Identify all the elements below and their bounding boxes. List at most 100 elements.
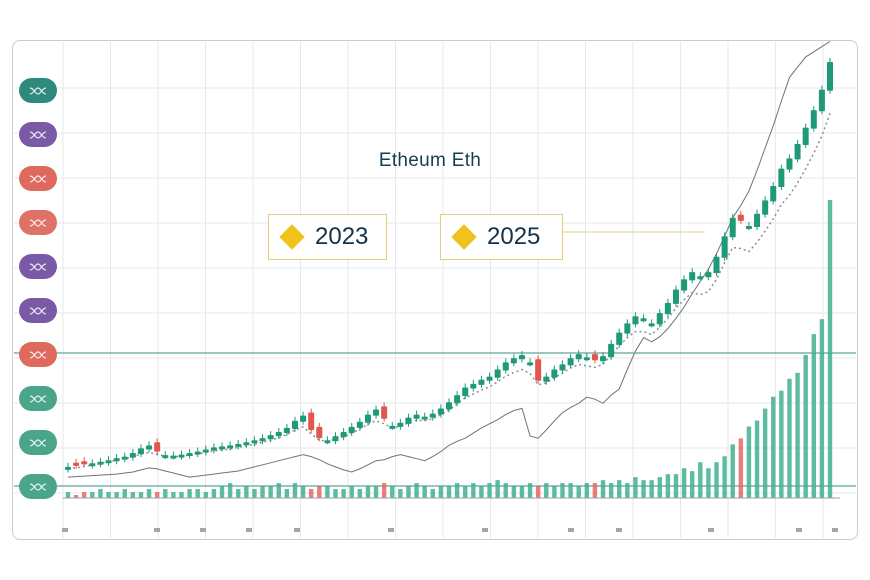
volume-bar xyxy=(73,495,79,498)
candle-up xyxy=(502,362,509,371)
dna-icon-button[interactable] xyxy=(19,430,57,455)
candle-up xyxy=(510,358,517,364)
volume-bar xyxy=(325,486,330,498)
candle-up xyxy=(178,454,185,458)
volume-bar xyxy=(65,492,71,498)
dna-icon-button[interactable] xyxy=(19,78,57,103)
candle-up xyxy=(624,323,631,334)
dna-icon-button[interactable] xyxy=(19,298,57,323)
dna-icon xyxy=(29,438,47,447)
volume-bar xyxy=(771,396,776,498)
candle-up xyxy=(802,127,809,146)
dna-icon xyxy=(29,262,47,271)
dna-icon xyxy=(29,86,47,95)
candle-up xyxy=(340,432,347,438)
x-tick-mark xyxy=(246,528,252,532)
candle-up xyxy=(559,364,566,371)
candle-up xyxy=(810,110,817,129)
dna-icon-button[interactable] xyxy=(19,122,57,147)
volume-bar xyxy=(373,486,379,498)
volume-bar xyxy=(163,489,168,498)
candle-up xyxy=(454,395,461,404)
volume-bar xyxy=(146,489,152,498)
volume-bar xyxy=(471,483,476,498)
dna-icon xyxy=(29,394,47,403)
candle-down xyxy=(81,461,88,465)
candle-up xyxy=(689,272,696,281)
candle-up xyxy=(770,186,777,202)
candle-up xyxy=(478,379,485,385)
candle-up xyxy=(332,436,339,442)
dna-icon-button[interactable] xyxy=(19,386,57,411)
volume-bar xyxy=(300,486,306,498)
volume-bar xyxy=(657,477,662,498)
volume-bar xyxy=(268,486,273,498)
x-tick-mark xyxy=(154,528,160,532)
candle-up xyxy=(632,316,639,325)
volume-bar xyxy=(625,483,630,498)
volume-bar xyxy=(211,489,217,498)
candle-up xyxy=(729,217,736,238)
volume-bar xyxy=(446,486,452,498)
candle-up xyxy=(243,442,250,446)
volume-bar xyxy=(454,483,460,498)
volume-bar xyxy=(681,468,687,498)
candle-down xyxy=(381,406,388,419)
volume-bar xyxy=(244,486,249,498)
volume-bar xyxy=(560,483,565,498)
candle-up xyxy=(89,463,96,467)
volume-bar xyxy=(649,480,654,498)
chart-frame xyxy=(12,40,858,540)
volume-bar xyxy=(803,354,808,498)
candle-up xyxy=(681,279,688,291)
dna-icon-button[interactable] xyxy=(19,210,57,235)
candle-up xyxy=(373,409,380,416)
candle-up xyxy=(518,355,525,360)
candle-up xyxy=(300,415,307,422)
volume-bar xyxy=(633,477,638,498)
candle-up xyxy=(705,272,712,278)
candle-up xyxy=(818,89,825,112)
volume-bar xyxy=(787,378,792,498)
x-tick-mark xyxy=(616,528,622,532)
candle-up xyxy=(97,461,104,465)
candle-up xyxy=(348,426,355,434)
dna-icon-button[interactable] xyxy=(19,474,57,499)
volume-bar xyxy=(357,489,363,498)
candle-up xyxy=(648,323,655,327)
volume-bar xyxy=(414,483,419,498)
volume-bar xyxy=(641,480,646,498)
x-tick-mark xyxy=(200,528,206,532)
candle-up xyxy=(778,168,785,188)
x-tick-mark xyxy=(62,528,68,532)
dna-icon xyxy=(29,306,47,315)
volume-bar xyxy=(114,492,119,498)
volume-bar xyxy=(819,319,825,498)
volume-bar xyxy=(365,486,371,498)
volume-bar xyxy=(260,486,265,498)
volume-bar xyxy=(503,483,508,498)
candle-up xyxy=(137,448,144,455)
candle-up xyxy=(567,358,574,366)
candle-up xyxy=(235,443,242,447)
candle-up xyxy=(794,144,801,160)
dna-icon-button[interactable] xyxy=(19,342,57,367)
dna-icon-button[interactable] xyxy=(19,166,57,191)
candle-up xyxy=(640,318,647,322)
volume-bar xyxy=(714,462,719,498)
candle-up xyxy=(575,354,582,360)
volume-bar xyxy=(349,486,354,498)
candle-up xyxy=(113,458,120,462)
volume-bar xyxy=(568,483,573,498)
candle-up xyxy=(210,447,217,451)
candle-up xyxy=(405,417,412,424)
dna-icon-button[interactable] xyxy=(19,254,57,279)
volume-bar xyxy=(90,492,95,498)
diamond-icon xyxy=(451,224,477,250)
candle-up xyxy=(608,343,615,358)
candle-up xyxy=(275,432,282,437)
volume-bar xyxy=(495,480,500,498)
chart-title: Etheum Eth xyxy=(378,150,482,171)
volume-bar xyxy=(82,492,87,498)
